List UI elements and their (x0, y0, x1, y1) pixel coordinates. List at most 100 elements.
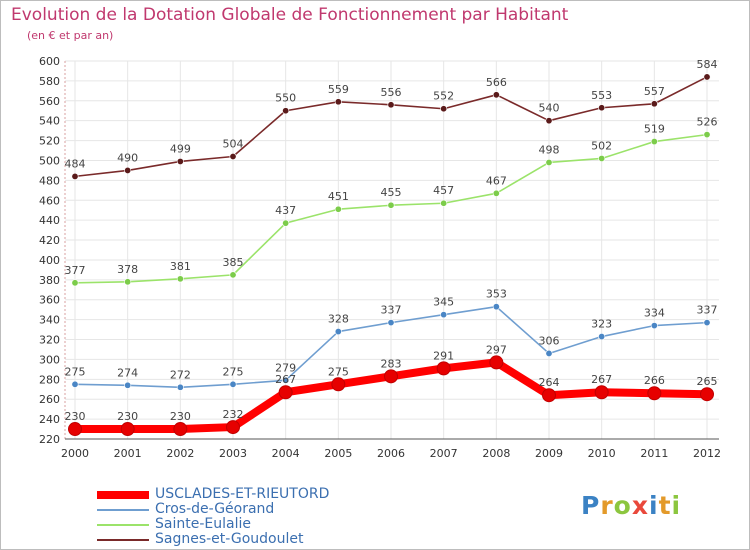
data-point-cros-de-georand-2006 (387, 319, 395, 327)
legend-label-usclades: USCLADES-ET-RIEUTORD (155, 486, 330, 502)
x-tick-label-2003: 2003 (219, 447, 247, 460)
series-usclades-et-rieutord: 230 230 230 232 267 275 283 291 297 264 267 266 265 (65, 343, 718, 437)
y-tick-label-340: 340 (39, 314, 60, 327)
data-point-usclades-et-rieutord-2005 (331, 377, 346, 392)
data-point-sagnes-et-goudoulet-2003 (229, 152, 237, 160)
data-point-cros-de-georand-2005 (334, 328, 342, 336)
y-tick-label-440: 440 (39, 214, 60, 227)
y-axis-tick-labels: 220 240 260 280 300 320 340 360 380 400 420 440 460 4… (39, 55, 60, 446)
data-label-usclades-et-rieutord-2000: 230 (65, 410, 86, 423)
data-label-sagnes-et-goudoulet-2010: 553 (591, 89, 612, 102)
data-point-sagnes-et-goudoulet-2010 (598, 104, 606, 112)
data-point-usclades-et-rieutord-2004 (278, 385, 293, 400)
data-label-usclades-et-rieutord-2003: 232 (223, 408, 244, 421)
logo-letter-6: i (671, 491, 682, 520)
data-point-sainte-eulalie-2010 (598, 154, 606, 162)
data-point-usclades-et-rieutord-2001 (120, 422, 135, 437)
y-tick-label-480: 480 (39, 174, 60, 187)
data-label-usclades-et-rieutord-2010: 267 (591, 373, 612, 386)
data-point-cros-de-georand-2004 (282, 376, 290, 384)
data-label-sainte-eulalie-2001: 378 (117, 263, 138, 276)
data-label-usclades-et-rieutord-2004: 267 (275, 373, 296, 386)
data-point-cros-de-georand-2010 (598, 333, 606, 341)
y-tick-label-580: 580 (39, 75, 60, 88)
data-point-sagnes-et-goudoulet-2005 (334, 98, 342, 106)
data-point-sainte-eulalie-2003 (229, 271, 237, 279)
data-point-cros-de-georand-2011 (650, 322, 658, 330)
data-label-usclades-et-rieutord-2002: 230 (170, 410, 191, 423)
series-cros-de-georand: 275 274 272 275 279 328 337 345 353 306 323 334 337 (65, 288, 718, 391)
chart-subtitle: (en € et par an) (27, 29, 114, 42)
data-label-sagnes-et-goudoulet-2008: 566 (486, 76, 507, 89)
logo-letter-3: x (631, 491, 649, 520)
data-point-sagnes-et-goudoulet-2002 (176, 157, 184, 165)
x-tick-label-2010: 2010 (588, 447, 616, 460)
y-tick-label-220: 220 (39, 433, 60, 446)
x-tick-label-2004: 2004 (272, 447, 300, 460)
data-label-cros-de-georand-2006: 337 (381, 304, 402, 317)
data-label-sainte-eulalie-2002: 381 (170, 260, 191, 273)
grid-lines (65, 60, 719, 440)
data-label-usclades-et-rieutord-2012: 265 (697, 375, 718, 388)
chart-title: Evolution de la Dotation Globale de Fonc… (11, 5, 569, 25)
data-point-sainte-eulalie-2011 (650, 138, 658, 146)
y-tick-label-500: 500 (39, 154, 60, 167)
data-label-sagnes-et-goudoulet-2004: 550 (275, 92, 296, 105)
y-tick-label-360: 360 (39, 294, 60, 307)
data-label-sagnes-et-goudoulet-2003: 504 (223, 137, 244, 150)
data-point-sagnes-et-goudoulet-2006 (387, 101, 395, 109)
series-sainte-eulalie: 377 378 381 385 437 451 455 457 467 498 502 519 526 (65, 116, 718, 287)
y-tick-label-400: 400 (39, 254, 60, 267)
data-point-sainte-eulalie-2002 (176, 275, 184, 283)
x-tick-label-2009: 2009 (535, 447, 563, 460)
y-tick-label-520: 520 (39, 135, 60, 148)
data-label-sagnes-et-goudoulet-2007: 552 (433, 90, 454, 103)
legend-swatch-usclades (97, 491, 149, 499)
data-point-sagnes-et-goudoulet-2004 (282, 107, 290, 115)
data-label-usclades-et-rieutord-2011: 266 (644, 374, 665, 387)
y-tick-label-420: 420 (39, 234, 60, 247)
data-point-cros-de-georand-2003 (229, 380, 237, 388)
data-point-cros-de-georand-2001 (124, 381, 132, 389)
y-tick-label-260: 260 (39, 393, 60, 406)
x-tick-label-2000: 2000 (61, 447, 89, 460)
data-label-sainte-eulalie-2010: 502 (591, 139, 612, 152)
x-tick-label-2012: 2012 (693, 447, 721, 460)
data-label-cros-de-georand-2007: 345 (433, 296, 454, 309)
data-point-usclades-et-rieutord-2008 (489, 355, 504, 370)
data-label-usclades-et-rieutord-2001: 230 (117, 410, 138, 423)
data-point-cros-de-georand-2002 (176, 383, 184, 391)
data-label-sagnes-et-goudoulet-2001: 490 (117, 151, 138, 164)
data-label-cros-de-georand-2008: 353 (486, 288, 507, 301)
data-label-cros-de-georand-2009: 306 (539, 334, 560, 347)
data-label-sainte-eulalie-2008: 467 (486, 174, 507, 187)
data-label-cros-de-georand-2011: 334 (644, 307, 665, 320)
legend-label-sainte-eulalie: Sainte-Eulalie (155, 516, 251, 532)
data-label-sagnes-et-goudoulet-2006: 556 (381, 86, 402, 99)
data-point-sagnes-et-goudoulet-2000 (71, 172, 79, 180)
data-label-sagnes-et-goudoulet-2000: 484 (65, 157, 86, 170)
data-point-sainte-eulalie-2004 (282, 219, 290, 227)
data-point-usclades-et-rieutord-2002 (173, 422, 188, 437)
data-label-sainte-eulalie-2004: 437 (275, 204, 296, 217)
data-label-cros-de-georand-2005: 328 (328, 313, 349, 326)
x-tick-label-2005: 2005 (324, 447, 352, 460)
y-tick-label-560: 560 (39, 95, 60, 108)
x-tick-label-2002: 2002 (166, 447, 194, 460)
data-point-sagnes-et-goudoulet-2008 (492, 91, 500, 99)
y-tick-label-240: 240 (39, 413, 60, 426)
legend-swatch-cros (97, 509, 149, 511)
data-point-sagnes-et-goudoulet-2007 (440, 105, 448, 113)
data-point-sagnes-et-goudoulet-2011 (650, 100, 658, 108)
y-tick-label-540: 540 (39, 115, 60, 128)
data-point-cros-de-georand-2007 (440, 311, 448, 319)
y-tick-label-380: 380 (39, 274, 60, 287)
data-label-cros-de-georand-2012: 337 (697, 304, 718, 317)
logo-letter-1: r (600, 491, 614, 520)
logo-letter-0: P (581, 491, 601, 520)
legend-label-cros: Cros-de-Géorand (155, 501, 275, 517)
data-label-sagnes-et-goudoulet-2005: 559 (328, 83, 349, 96)
data-label-sagnes-et-goudoulet-2012: 584 (697, 58, 718, 71)
